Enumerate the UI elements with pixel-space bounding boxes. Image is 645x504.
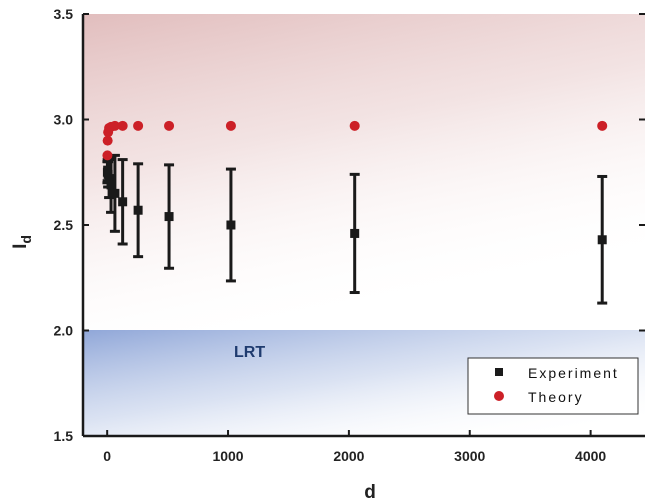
y-axis-title-subscript: d	[18, 235, 34, 244]
theory-point	[349, 120, 360, 131]
x-ticks: 0 1000 2000 3000 4000	[103, 430, 606, 464]
x-axis-title: d	[364, 482, 376, 503]
legend-box	[467, 357, 639, 415]
y-tick-label: 2.0	[54, 323, 74, 339]
legend-marker-theory	[494, 391, 504, 401]
theory-point	[164, 120, 175, 131]
experiment-point	[350, 228, 360, 238]
upper-region-shade	[83, 14, 645, 334]
legend: Experiment Theory	[467, 357, 639, 415]
theory-point	[225, 120, 236, 131]
y-tick-label: 3.5	[54, 6, 74, 22]
x-tick-label: 0	[103, 448, 111, 464]
experiment-point	[133, 205, 143, 215]
y-ticks: 1.5 2.0 2.5 3.0 3.5	[54, 6, 645, 444]
experiment-point	[104, 174, 114, 184]
region-label-lrt: LRT	[234, 344, 265, 361]
y-tick-label: 3.0	[54, 112, 74, 128]
theory-point	[117, 120, 128, 131]
theory-point	[102, 135, 113, 146]
series-theory	[102, 120, 608, 161]
legend-label-experiment: Experiment	[528, 365, 619, 381]
legend-marker-experiment	[495, 368, 503, 376]
experiment-point	[164, 212, 174, 222]
x-tick-label: 4000	[575, 448, 606, 464]
experiment-point	[226, 220, 236, 230]
theory-point	[102, 150, 113, 161]
experiment-point	[110, 188, 120, 198]
y-axis-title: Id	[10, 235, 34, 249]
x-tick-label: 1000	[212, 448, 243, 464]
experiment-point	[118, 197, 128, 207]
experiment-point	[106, 180, 116, 190]
x-tick-label: 3000	[454, 448, 485, 464]
experiment-point	[597, 235, 607, 245]
theory-point	[597, 120, 608, 131]
theory-point	[109, 120, 120, 131]
theory-point	[133, 120, 144, 131]
y-axis-title-main: I	[10, 244, 31, 249]
y-tick-label: 2.5	[54, 217, 74, 233]
legend-label-theory: Theory	[528, 389, 584, 405]
x-tick-label: 2000	[333, 448, 364, 464]
y-tick-label: 1.5	[54, 428, 74, 444]
